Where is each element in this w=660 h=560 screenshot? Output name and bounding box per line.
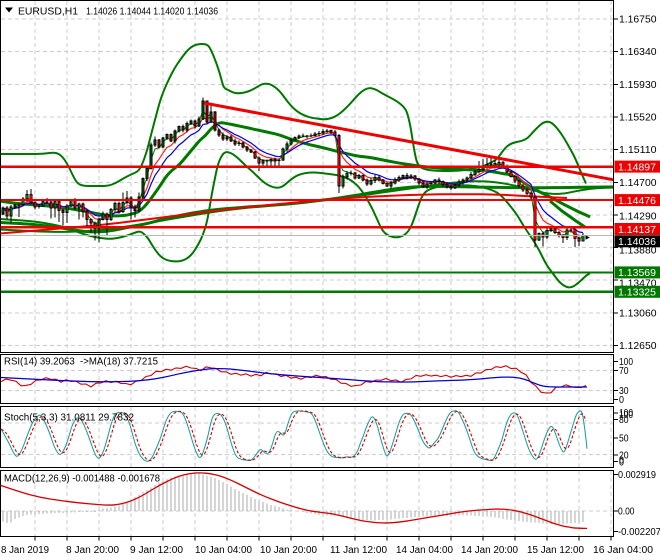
svg-text:1.14036: 1.14036 (618, 236, 656, 248)
svg-text:20: 20 (619, 450, 629, 462)
svg-text:1.15930: 1.15930 (619, 79, 657, 91)
svg-text:100: 100 (619, 407, 633, 419)
svg-text:-0.002207: -0.002207 (618, 526, 660, 538)
svg-text:1.13880: 1.13880 (619, 244, 657, 256)
svg-text:1.13060: 1.13060 (619, 307, 657, 319)
svg-text:100: 100 (619, 409, 633, 421)
svg-text:11 Jan 12:00: 11 Jan 12:00 (330, 545, 387, 556)
svg-text:10 Jan 04:00: 10 Jan 04:00 (195, 545, 252, 556)
svg-text:1.14700: 1.14700 (619, 177, 657, 189)
svg-text:1.15520: 1.15520 (619, 112, 657, 124)
svg-text:1.14290: 1.14290 (619, 211, 657, 223)
svg-text:MACD(12,26,9) -0.001488 -0.001: MACD(12,26,9) -0.001488 -0.001678 (4, 474, 160, 485)
svg-text:1.14476: 1.14476 (618, 195, 656, 207)
svg-text:1.14137: 1.14137 (618, 224, 656, 236)
svg-text:14 Jan 04:00: 14 Jan 04:00 (396, 545, 453, 556)
svg-text:1.16750: 1.16750 (619, 14, 657, 26)
svg-text:1.12650: 1.12650 (619, 340, 657, 352)
svg-text:30: 30 (619, 385, 629, 397)
svg-text:100: 100 (619, 356, 633, 368)
svg-text:10 Jan 20:00: 10 Jan 20:00 (260, 545, 317, 556)
svg-text:15 Jan 12:00: 15 Jan 12:00 (527, 545, 584, 556)
svg-text:1.16340: 1.16340 (619, 46, 657, 58)
svg-text:0: 0 (619, 454, 624, 466)
svg-text:RSI(14) 39.2063 ->MA(18) 37.7: RSI(14) 39.2063 ->MA(18) 37.7215 (4, 357, 158, 368)
svg-text:70: 70 (619, 365, 629, 377)
svg-text:1.14897: 1.14897 (618, 161, 656, 173)
svg-text:9 Jan 12:00: 9 Jan 12:00 (130, 545, 183, 556)
svg-text:1.14026 1.14044 1.14020 1.1403: 1.14026 1.14044 1.14020 1.14036 (86, 7, 218, 18)
svg-text:0.002919: 0.002919 (618, 469, 656, 481)
svg-text:80: 80 (619, 414, 629, 426)
svg-text:1.15110: 1.15110 (619, 144, 657, 156)
svg-text:1.13325: 1.13325 (618, 287, 656, 299)
svg-text:Stoch(5,3,3) 31.0811 29.7832: Stoch(5,3,3) 31.0811 29.7832 (4, 413, 134, 424)
svg-text:EURUSD,H1: EURUSD,H1 (18, 7, 78, 18)
svg-text:14 Jan 20:00: 14 Jan 20:00 (461, 545, 518, 556)
svg-text:0.00: 0.00 (618, 506, 635, 518)
svg-text:16 Jan 04:00: 16 Jan 04:00 (593, 545, 653, 556)
svg-text:0: 0 (619, 456, 624, 468)
svg-text:8 Jan 2019: 8 Jan 2019 (1, 545, 49, 556)
svg-text:50: 50 (619, 432, 629, 444)
svg-text:0: 0 (619, 394, 624, 406)
svg-text:1.13569: 1.13569 (618, 267, 656, 279)
svg-text:8 Jan 20:00: 8 Jan 20:00 (66, 545, 119, 556)
